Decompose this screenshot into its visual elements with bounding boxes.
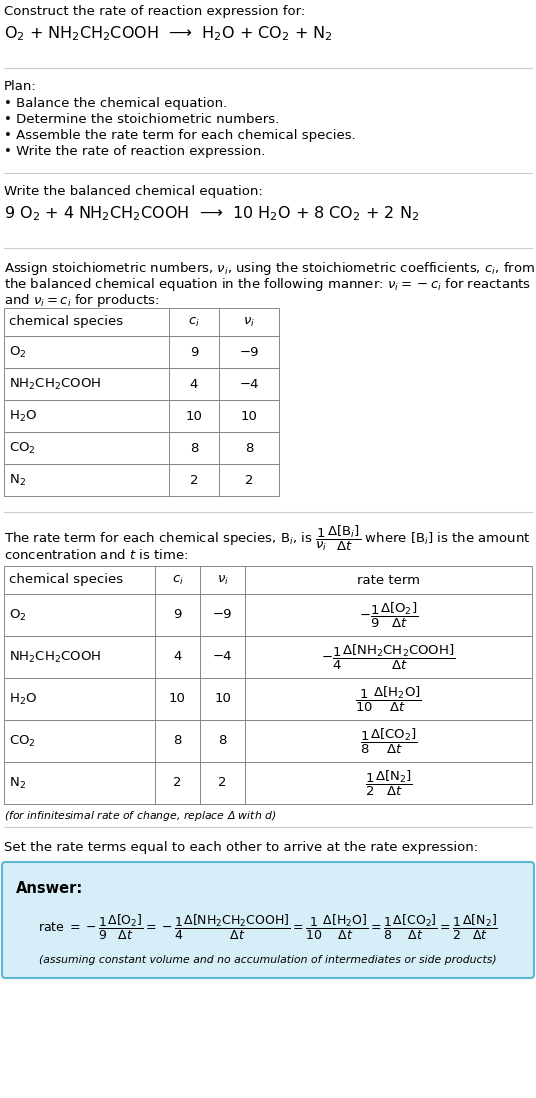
Bar <box>4 565 532 594</box>
Text: CO$_2$: CO$_2$ <box>9 733 36 749</box>
Text: N$_2$: N$_2$ <box>9 775 26 791</box>
Text: concentration and $t$ is time:: concentration and $t$ is time: <box>4 548 188 562</box>
Text: Set the rate terms equal to each other to arrive at the rate expression:: Set the rate terms equal to each other t… <box>4 841 478 854</box>
Text: $\dfrac{1}{2}\dfrac{\Delta[\mathrm{N_2}]}{\Delta t}$: $\dfrac{1}{2}\dfrac{\Delta[\mathrm{N_2}]… <box>364 769 412 797</box>
Text: • Determine the stoichiometric numbers.: • Determine the stoichiometric numbers. <box>4 113 279 126</box>
Bar <box>4 368 279 400</box>
Text: 10: 10 <box>241 410 257 423</box>
Text: • Write the rate of reaction expression.: • Write the rate of reaction expression. <box>4 145 265 158</box>
Text: the balanced chemical equation in the following manner: $\nu_i = -c_i$ for react: the balanced chemical equation in the fo… <box>4 276 531 293</box>
Text: −9: −9 <box>239 346 259 359</box>
Text: $\dfrac{1}{10}\dfrac{\Delta[\mathrm{H_2O}]}{\Delta t}$: $\dfrac{1}{10}\dfrac{\Delta[\mathrm{H_2O… <box>355 684 422 714</box>
Text: chemical species: chemical species <box>9 315 123 328</box>
Text: $-\dfrac{1}{4}\dfrac{\Delta[\mathrm{NH_2CH_2COOH}]}{\Delta t}$: $-\dfrac{1}{4}\dfrac{\Delta[\mathrm{NH_2… <box>321 642 456 672</box>
Text: NH$_2$CH$_2$COOH: NH$_2$CH$_2$COOH <box>9 649 101 664</box>
Text: 2: 2 <box>218 776 227 789</box>
Text: $\nu_i$: $\nu_i$ <box>217 573 228 586</box>
Bar <box>4 720 532 762</box>
Text: 4: 4 <box>173 650 182 663</box>
Text: 9: 9 <box>190 346 198 359</box>
Text: Assign stoichiometric numbers, $\nu_i$, using the stoichiometric coefficients, $: Assign stoichiometric numbers, $\nu_i$, … <box>4 260 535 277</box>
Text: 8: 8 <box>190 441 198 455</box>
Bar <box>4 677 532 720</box>
Text: −9: −9 <box>213 608 232 621</box>
Text: 10: 10 <box>214 693 231 706</box>
Text: N$_2$: N$_2$ <box>9 472 26 488</box>
Bar <box>4 336 279 368</box>
Text: H$_2$O: H$_2$O <box>9 692 37 706</box>
Text: (assuming constant volume and no accumulation of intermediates or side products): (assuming constant volume and no accumul… <box>39 955 497 965</box>
Text: The rate term for each chemical species, B$_i$, is $\dfrac{1}{\nu_i}\dfrac{\Delt: The rate term for each chemical species,… <box>4 524 531 553</box>
Text: $\dfrac{1}{8}\dfrac{\Delta[\mathrm{CO_2}]}{\Delta t}$: $\dfrac{1}{8}\dfrac{\Delta[\mathrm{CO_2}… <box>360 727 417 755</box>
Text: 8: 8 <box>173 735 182 748</box>
FancyBboxPatch shape <box>2 862 534 978</box>
Text: rate $= -\dfrac{1}{9}\dfrac{\Delta[\mathrm{O_2}]}{\Delta t} = -\dfrac{1}{4}\dfra: rate $= -\dfrac{1}{9}\dfrac{\Delta[\math… <box>38 912 498 941</box>
Text: O$_2$ + NH$_2$CH$_2$COOH  ⟶  H$_2$O + CO$_2$ + N$_2$: O$_2$ + NH$_2$CH$_2$COOH ⟶ H$_2$O + CO$_… <box>4 24 333 43</box>
Text: 8: 8 <box>245 441 253 455</box>
Text: 2: 2 <box>190 473 198 486</box>
Text: $c_i$: $c_i$ <box>188 315 200 328</box>
Text: 2: 2 <box>173 776 182 789</box>
Text: O$_2$: O$_2$ <box>9 345 26 359</box>
Text: 8: 8 <box>218 735 227 748</box>
Text: O$_2$: O$_2$ <box>9 607 26 623</box>
Text: chemical species: chemical species <box>9 573 123 586</box>
Text: 9: 9 <box>173 608 182 621</box>
Text: 10: 10 <box>169 693 186 706</box>
Bar <box>4 309 279 336</box>
Bar <box>4 636 532 677</box>
Text: • Assemble the rate term for each chemical species.: • Assemble the rate term for each chemic… <box>4 128 356 142</box>
Text: Construct the rate of reaction expression for:: Construct the rate of reaction expressio… <box>4 5 305 18</box>
Text: rate term: rate term <box>357 573 420 586</box>
Text: CO$_2$: CO$_2$ <box>9 440 36 456</box>
Text: 4: 4 <box>190 378 198 391</box>
Bar <box>4 432 279 464</box>
Text: 2: 2 <box>245 473 253 486</box>
Text: $\nu_i$: $\nu_i$ <box>243 315 255 328</box>
Text: −4: −4 <box>239 378 259 391</box>
Text: • Balance the chemical equation.: • Balance the chemical equation. <box>4 97 227 110</box>
Bar <box>4 762 532 804</box>
Bar <box>4 594 532 636</box>
Text: H$_2$O: H$_2$O <box>9 408 37 424</box>
Text: NH$_2$CH$_2$COOH: NH$_2$CH$_2$COOH <box>9 377 101 392</box>
Text: 10: 10 <box>185 410 203 423</box>
Text: (for infinitesimal rate of change, replace Δ with $d$): (for infinitesimal rate of change, repla… <box>4 809 277 824</box>
Text: Plan:: Plan: <box>4 80 37 93</box>
Text: Answer:: Answer: <box>16 881 83 896</box>
Bar <box>4 400 279 432</box>
Bar <box>4 464 279 496</box>
Text: 9 O$_2$ + 4 NH$_2$CH$_2$COOH  ⟶  10 H$_2$O + 8 CO$_2$ + 2 N$_2$: 9 O$_2$ + 4 NH$_2$CH$_2$COOH ⟶ 10 H$_2$O… <box>4 204 419 223</box>
Text: Write the balanced chemical equation:: Write the balanced chemical equation: <box>4 184 263 198</box>
Text: $-\dfrac{1}{9}\dfrac{\Delta[\mathrm{O_2}]}{\Delta t}$: $-\dfrac{1}{9}\dfrac{\Delta[\mathrm{O_2}… <box>359 601 418 629</box>
Text: and $\nu_i = c_i$ for products:: and $\nu_i = c_i$ for products: <box>4 292 160 309</box>
Text: $c_i$: $c_i$ <box>172 573 183 586</box>
Text: −4: −4 <box>213 650 232 663</box>
